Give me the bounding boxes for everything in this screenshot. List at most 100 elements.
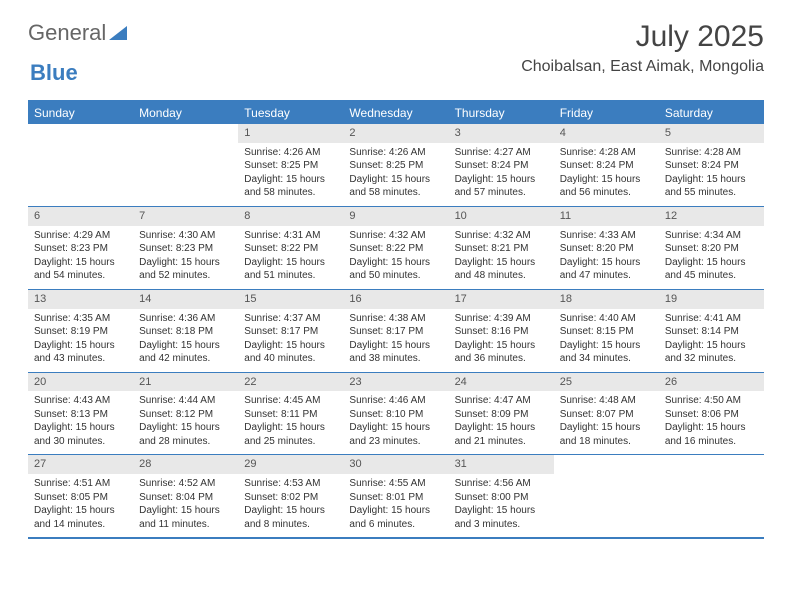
day-number: 6 bbox=[28, 207, 133, 226]
calendar-day: 24Sunrise: 4:47 AMSunset: 8:09 PMDayligh… bbox=[449, 373, 554, 455]
day-number: 7 bbox=[133, 207, 238, 226]
calendar-day: 14Sunrise: 4:36 AMSunset: 8:18 PMDayligh… bbox=[133, 290, 238, 372]
day-number: 14 bbox=[133, 290, 238, 309]
calendar-day: 23Sunrise: 4:46 AMSunset: 8:10 PMDayligh… bbox=[343, 373, 448, 455]
calendar-day: 25Sunrise: 4:48 AMSunset: 8:07 PMDayligh… bbox=[554, 373, 659, 455]
day-header-cell: Saturday bbox=[659, 102, 764, 124]
day-number: 13 bbox=[28, 290, 133, 309]
calendar-day: 29Sunrise: 4:53 AMSunset: 8:02 PMDayligh… bbox=[238, 455, 343, 537]
day-number: 18 bbox=[554, 290, 659, 309]
calendar-day: 13Sunrise: 4:35 AMSunset: 8:19 PMDayligh… bbox=[28, 290, 133, 372]
calendar-day: 17Sunrise: 4:39 AMSunset: 8:16 PMDayligh… bbox=[449, 290, 554, 372]
calendar-week: 6Sunrise: 4:29 AMSunset: 8:23 PMDaylight… bbox=[28, 207, 764, 290]
day-details: Sunrise: 4:55 AMSunset: 8:01 PMDaylight:… bbox=[343, 474, 448, 537]
calendar-week: 20Sunrise: 4:43 AMSunset: 8:13 PMDayligh… bbox=[28, 373, 764, 456]
day-details: Sunrise: 4:53 AMSunset: 8:02 PMDaylight:… bbox=[238, 474, 343, 537]
day-number: 24 bbox=[449, 373, 554, 392]
day-details: Sunrise: 4:46 AMSunset: 8:10 PMDaylight:… bbox=[343, 391, 448, 454]
day-number: 8 bbox=[238, 207, 343, 226]
calendar-day: 16Sunrise: 4:38 AMSunset: 8:17 PMDayligh… bbox=[343, 290, 448, 372]
day-details: Sunrise: 4:32 AMSunset: 8:21 PMDaylight:… bbox=[449, 226, 554, 289]
day-number: 5 bbox=[659, 124, 764, 143]
calendar-day: 8Sunrise: 4:31 AMSunset: 8:22 PMDaylight… bbox=[238, 207, 343, 289]
day-details: Sunrise: 4:41 AMSunset: 8:14 PMDaylight:… bbox=[659, 309, 764, 372]
calendar-day: 31Sunrise: 4:56 AMSunset: 8:00 PMDayligh… bbox=[449, 455, 554, 537]
calendar-day: 18Sunrise: 4:40 AMSunset: 8:15 PMDayligh… bbox=[554, 290, 659, 372]
day-details: Sunrise: 4:39 AMSunset: 8:16 PMDaylight:… bbox=[449, 309, 554, 372]
day-number: 28 bbox=[133, 455, 238, 474]
day-details: Sunrise: 4:47 AMSunset: 8:09 PMDaylight:… bbox=[449, 391, 554, 454]
calendar-day: 22Sunrise: 4:45 AMSunset: 8:11 PMDayligh… bbox=[238, 373, 343, 455]
logo-text-blue: Blue bbox=[30, 60, 78, 85]
day-details: Sunrise: 4:45 AMSunset: 8:11 PMDaylight:… bbox=[238, 391, 343, 454]
calendar-day: 20Sunrise: 4:43 AMSunset: 8:13 PMDayligh… bbox=[28, 373, 133, 455]
calendar-day-empty bbox=[659, 455, 764, 537]
day-number: 22 bbox=[238, 373, 343, 392]
calendar-week: 13Sunrise: 4:35 AMSunset: 8:19 PMDayligh… bbox=[28, 290, 764, 373]
calendar-day: 4Sunrise: 4:28 AMSunset: 8:24 PMDaylight… bbox=[554, 124, 659, 206]
calendar-day: 5Sunrise: 4:28 AMSunset: 8:24 PMDaylight… bbox=[659, 124, 764, 206]
day-number: 20 bbox=[28, 373, 133, 392]
day-details: Sunrise: 4:29 AMSunset: 8:23 PMDaylight:… bbox=[28, 226, 133, 289]
day-details: Sunrise: 4:52 AMSunset: 8:04 PMDaylight:… bbox=[133, 474, 238, 537]
calendar-day: 6Sunrise: 4:29 AMSunset: 8:23 PMDaylight… bbox=[28, 207, 133, 289]
day-details: Sunrise: 4:51 AMSunset: 8:05 PMDaylight:… bbox=[28, 474, 133, 537]
day-number: 19 bbox=[659, 290, 764, 309]
calendar-day-empty bbox=[554, 455, 659, 537]
day-details: Sunrise: 4:35 AMSunset: 8:19 PMDaylight:… bbox=[28, 309, 133, 372]
calendar-day-empty bbox=[28, 124, 133, 206]
day-details: Sunrise: 4:36 AMSunset: 8:18 PMDaylight:… bbox=[133, 309, 238, 372]
calendar-day: 7Sunrise: 4:30 AMSunset: 8:23 PMDaylight… bbox=[133, 207, 238, 289]
day-header-row: SundayMondayTuesdayWednesdayThursdayFrid… bbox=[28, 102, 764, 124]
day-number: 23 bbox=[343, 373, 448, 392]
day-header-cell: Tuesday bbox=[238, 102, 343, 124]
day-header-cell: Thursday bbox=[449, 102, 554, 124]
day-details: Sunrise: 4:28 AMSunset: 8:24 PMDaylight:… bbox=[659, 143, 764, 206]
calendar-day: 3Sunrise: 4:27 AMSunset: 8:24 PMDaylight… bbox=[449, 124, 554, 206]
calendar-day: 15Sunrise: 4:37 AMSunset: 8:17 PMDayligh… bbox=[238, 290, 343, 372]
day-number: 1 bbox=[238, 124, 343, 143]
calendar-day: 9Sunrise: 4:32 AMSunset: 8:22 PMDaylight… bbox=[343, 207, 448, 289]
location-text: Choibalsan, East Aimak, Mongolia bbox=[521, 58, 764, 76]
day-details: Sunrise: 4:30 AMSunset: 8:23 PMDaylight:… bbox=[133, 226, 238, 289]
day-number: 25 bbox=[554, 373, 659, 392]
calendar-day: 26Sunrise: 4:50 AMSunset: 8:06 PMDayligh… bbox=[659, 373, 764, 455]
calendar-day: 27Sunrise: 4:51 AMSunset: 8:05 PMDayligh… bbox=[28, 455, 133, 537]
day-number: 10 bbox=[449, 207, 554, 226]
day-number: 17 bbox=[449, 290, 554, 309]
logo-triangle-icon bbox=[109, 26, 127, 40]
day-header-cell: Wednesday bbox=[343, 102, 448, 124]
day-details: Sunrise: 4:27 AMSunset: 8:24 PMDaylight:… bbox=[449, 143, 554, 206]
day-details: Sunrise: 4:37 AMSunset: 8:17 PMDaylight:… bbox=[238, 309, 343, 372]
day-details: Sunrise: 4:28 AMSunset: 8:24 PMDaylight:… bbox=[554, 143, 659, 206]
calendar-week: 1Sunrise: 4:26 AMSunset: 8:25 PMDaylight… bbox=[28, 124, 764, 207]
calendar-day: 11Sunrise: 4:33 AMSunset: 8:20 PMDayligh… bbox=[554, 207, 659, 289]
day-number: 29 bbox=[238, 455, 343, 474]
calendar-day: 10Sunrise: 4:32 AMSunset: 8:21 PMDayligh… bbox=[449, 207, 554, 289]
day-number: 9 bbox=[343, 207, 448, 226]
day-number: 4 bbox=[554, 124, 659, 143]
day-header-cell: Monday bbox=[133, 102, 238, 124]
day-details: Sunrise: 4:31 AMSunset: 8:22 PMDaylight:… bbox=[238, 226, 343, 289]
day-details: Sunrise: 4:50 AMSunset: 8:06 PMDaylight:… bbox=[659, 391, 764, 454]
day-number: 15 bbox=[238, 290, 343, 309]
day-number: 11 bbox=[554, 207, 659, 226]
day-number: 26 bbox=[659, 373, 764, 392]
calendar-day: 12Sunrise: 4:34 AMSunset: 8:20 PMDayligh… bbox=[659, 207, 764, 289]
day-number: 21 bbox=[133, 373, 238, 392]
day-header-cell: Friday bbox=[554, 102, 659, 124]
calendar-day: 28Sunrise: 4:52 AMSunset: 8:04 PMDayligh… bbox=[133, 455, 238, 537]
day-number: 12 bbox=[659, 207, 764, 226]
day-number: 16 bbox=[343, 290, 448, 309]
title-block: July 2025 Choibalsan, East Aimak, Mongol… bbox=[521, 20, 764, 76]
day-number: 2 bbox=[343, 124, 448, 143]
day-header-cell: Sunday bbox=[28, 102, 133, 124]
calendar-day: 19Sunrise: 4:41 AMSunset: 8:14 PMDayligh… bbox=[659, 290, 764, 372]
day-details: Sunrise: 4:33 AMSunset: 8:20 PMDaylight:… bbox=[554, 226, 659, 289]
calendar-weeks: 1Sunrise: 4:26 AMSunset: 8:25 PMDaylight… bbox=[28, 124, 764, 537]
day-details: Sunrise: 4:38 AMSunset: 8:17 PMDaylight:… bbox=[343, 309, 448, 372]
day-number: 31 bbox=[449, 455, 554, 474]
day-details: Sunrise: 4:44 AMSunset: 8:12 PMDaylight:… bbox=[133, 391, 238, 454]
calendar-day-empty bbox=[133, 124, 238, 206]
day-number: 3 bbox=[449, 124, 554, 143]
